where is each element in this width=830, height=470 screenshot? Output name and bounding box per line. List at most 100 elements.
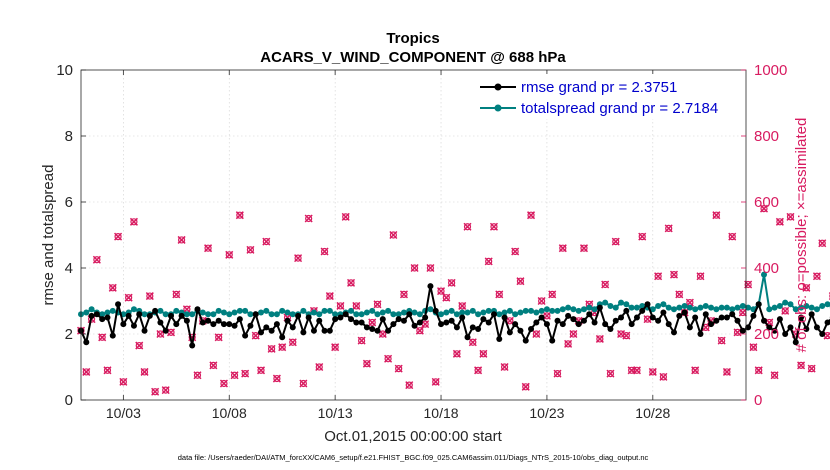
totalspread-point <box>819 302 826 309</box>
obs-assimilated-marker <box>267 344 276 353</box>
obs-assimilated-marker <box>114 232 123 241</box>
obs-assimilated-marker <box>553 369 562 378</box>
rmse-point <box>422 314 429 321</box>
totalspread-point <box>559 306 566 313</box>
totalspread-point <box>787 301 794 308</box>
rmse-point <box>512 321 519 328</box>
totalspread-point <box>173 307 180 314</box>
obs-assimilated-marker <box>527 211 536 220</box>
totalspread-point <box>670 306 677 313</box>
rmse-point <box>242 332 249 339</box>
obs-assimilated-marker <box>368 318 377 327</box>
rmse-point <box>506 329 513 336</box>
axes: 10/03 10/08 10/13 10/18 10/23 10/28 0 2 4 6 8 10 0 20… <box>56 62 787 421</box>
rmse-point <box>109 332 116 339</box>
rmse-point <box>665 321 672 328</box>
obs-possible-marker <box>665 224 673 232</box>
totalspread-point <box>602 299 609 306</box>
obs-possible-marker <box>204 244 212 252</box>
obs-assimilated-marker <box>182 305 191 314</box>
rmse-point <box>739 327 746 334</box>
obs-possible-marker <box>638 233 646 241</box>
obs-assimilated-marker <box>537 296 546 306</box>
rmse-point <box>549 337 556 344</box>
totalspread-point <box>215 307 222 314</box>
chart-subtitle: ACARS_V_WIND_COMPONENT @ 688 hPa <box>260 49 566 66</box>
obs-assimilated-marker <box>410 263 419 273</box>
obs-assimilated-marker <box>325 292 334 301</box>
totalspread-point <box>268 311 275 318</box>
obs-assimilated-marker <box>352 301 361 310</box>
y-tick-label-right: 0 <box>754 392 762 409</box>
obs-possible-marker <box>712 211 720 219</box>
totalspread-point <box>512 311 519 318</box>
obs-assimilated-marker <box>426 263 435 273</box>
obs-assimilated-marker <box>818 239 827 248</box>
rmse-point <box>554 317 561 324</box>
totalspread-point <box>745 304 752 311</box>
obs-assimilated-marker <box>172 290 181 299</box>
obs-possible-marker <box>172 290 180 298</box>
obs-assimilated-marker <box>511 247 520 256</box>
rmse-point <box>490 311 497 318</box>
rmse-point <box>231 322 238 329</box>
totalspread-point <box>374 311 381 318</box>
rmse-point <box>702 311 709 318</box>
obs-possible-marker <box>299 379 307 388</box>
rmse-point <box>284 317 291 324</box>
obs-assimilated-marker <box>664 224 673 233</box>
totalspread-point <box>88 306 95 313</box>
obs-possible-marker <box>818 239 826 247</box>
obs-possible-marker <box>114 233 122 241</box>
rmse-point <box>247 322 254 329</box>
obs-possible-marker <box>628 366 636 374</box>
obs-assimilated-marker <box>331 343 340 352</box>
obs-possible-marker <box>289 338 297 346</box>
rmse-point <box>692 314 699 321</box>
totalspread-point <box>533 309 540 316</box>
obs-possible-marker <box>426 264 435 272</box>
obs-assimilated-marker <box>548 290 557 299</box>
obs-assimilated-marker <box>458 301 467 310</box>
obs-assimilated-marker <box>781 306 790 315</box>
obs-possible-marker <box>103 366 112 374</box>
obs-possible-marker <box>220 379 228 388</box>
totalspread-point <box>379 309 386 316</box>
rmse-point <box>141 327 148 334</box>
rmse-point <box>559 321 566 328</box>
totalspread-point <box>739 302 746 309</box>
totalspread-point <box>475 311 482 318</box>
rmse-point <box>120 321 127 328</box>
totalspread-point <box>411 309 418 316</box>
rmse-point <box>146 312 153 319</box>
obs-assimilated-marker <box>516 277 525 286</box>
obs-possible-marker <box>363 360 371 368</box>
rmse-point <box>342 311 349 318</box>
rmse-point <box>761 317 768 324</box>
obs-assimilated-marker <box>611 237 620 246</box>
obs-assimilated-marker <box>251 331 260 340</box>
obs-assimilated-marker <box>532 329 541 339</box>
y-axis-left-label: rmse and totalspread <box>40 165 57 306</box>
obs-possible-marker <box>696 272 705 280</box>
totalspread-point <box>348 307 355 314</box>
obs-assimilated-marker <box>495 290 504 299</box>
obs-possible-marker <box>119 378 127 386</box>
totalspread-point <box>258 309 265 316</box>
rmse-point <box>718 314 725 321</box>
obs-assimilated-marker <box>299 379 308 388</box>
obs-assimilated-marker <box>447 278 456 287</box>
totalspread-point <box>300 307 307 314</box>
obs-assimilated-marker <box>288 338 297 347</box>
totalspread-point <box>522 307 529 314</box>
rmse-point <box>522 337 529 344</box>
obs-possible-marker <box>315 363 323 371</box>
totalspread-point <box>591 306 598 313</box>
rmse-point <box>776 316 783 323</box>
legend-rmse-marker <box>494 83 502 91</box>
y-tick-label-left: 4 <box>65 260 73 277</box>
obs-assimilated-marker <box>272 374 281 383</box>
obs-possible-marker <box>479 350 487 358</box>
totalspread-point <box>649 306 656 313</box>
rmse-point <box>268 327 275 334</box>
